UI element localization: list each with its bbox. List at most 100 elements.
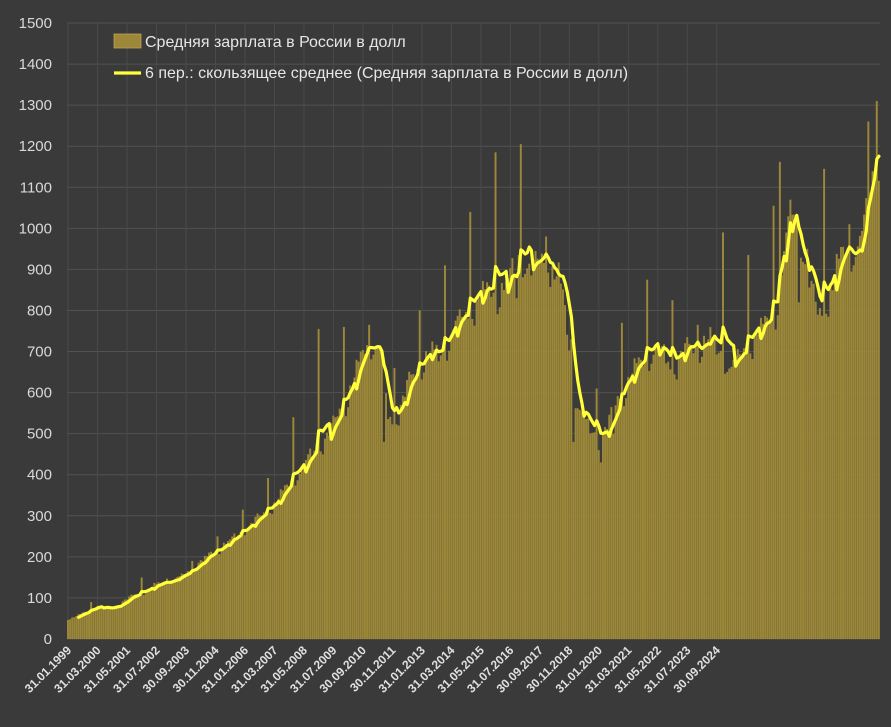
bar [517,255,520,639]
bar [698,362,701,639]
bar [505,281,508,639]
bar [107,607,109,639]
y-tick-label: 1200 [19,138,52,155]
bar [591,432,594,639]
bar [726,371,729,639]
bar [102,608,105,639]
bar [328,435,331,639]
bar [374,348,377,639]
y-tick-label: 1500 [19,15,52,32]
bar [144,593,147,639]
bar [195,569,198,639]
bar [764,315,767,639]
bar [454,320,457,639]
bar [182,574,185,639]
bar [184,573,187,639]
bar [787,216,790,639]
bar [393,367,396,639]
bar [292,417,295,639]
bar [639,359,642,639]
bar [757,334,760,639]
bar [566,334,569,639]
bar [227,541,230,639]
bar [406,379,409,639]
bar [637,357,640,639]
bar [502,290,505,639]
bar [789,199,792,640]
y-axis-tick-labels: 0 100 200 300 400 500 600 700 800 900 1000 1100 1200… [19,15,52,648]
bar [420,379,423,639]
bar [543,263,545,639]
bar [73,617,76,639]
bar [511,258,514,639]
bar [545,236,548,640]
bar [309,448,312,639]
bar [568,350,571,639]
bar [719,350,722,639]
bar [69,619,72,639]
bar [717,352,720,639]
bar [305,459,307,639]
bar [747,255,750,639]
bar [100,607,103,639]
bar [281,490,284,639]
bar [844,256,847,639]
bar [490,296,493,639]
bar [250,523,253,639]
bar [547,272,550,639]
bar [229,539,232,639]
bar [155,583,158,639]
bar [745,353,748,639]
bar [770,318,773,639]
bar [433,349,436,639]
bar [410,374,413,639]
bar [159,584,162,639]
y-tick-label: 600 [27,385,52,402]
bar [856,246,859,639]
bar [650,363,653,639]
bar-series [67,101,880,640]
legend-label-line: 6 пер.: скользящее среднее (Средняя зарп… [145,65,628,82]
bar [608,414,611,639]
bar [618,398,621,639]
bar [452,329,455,639]
bar [88,610,90,639]
bar [644,358,647,639]
bar [125,599,128,639]
bar [553,279,556,639]
bar [498,307,501,639]
bar [623,406,625,639]
bar [557,262,560,639]
bar [275,503,278,639]
bar [104,608,107,639]
bar [313,450,316,639]
bar [298,473,301,639]
bar [458,309,461,639]
bar [165,578,168,639]
y-tick-label: 0 [44,631,52,648]
bar [532,259,535,639]
bar [858,235,861,639]
bar [709,327,712,639]
bar [279,489,282,639]
bar [597,450,600,639]
bar [507,278,510,639]
bar [422,372,425,639]
bar [572,441,575,639]
bar [479,299,482,639]
bar [296,480,299,639]
bar [128,596,131,639]
bar [446,360,449,639]
bar [580,411,583,639]
bar [492,292,495,639]
bar [187,571,189,639]
bar [614,405,617,639]
bar [439,355,442,639]
bar [385,393,387,639]
bar [163,581,166,639]
bar [401,395,404,639]
legend: Средняя зарплата в России в долл 6 пер.:… [113,33,628,82]
bar [113,606,116,639]
bar [648,370,651,639]
bar [599,462,602,639]
